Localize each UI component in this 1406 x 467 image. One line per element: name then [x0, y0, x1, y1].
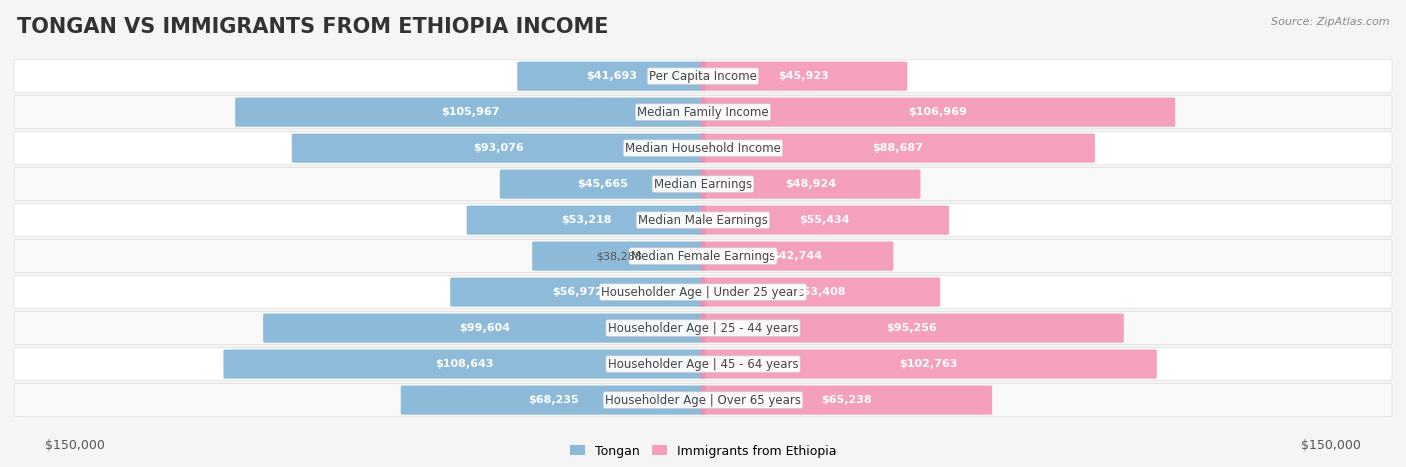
- Text: $53,218: $53,218: [561, 215, 612, 225]
- Text: Householder Age | 25 - 44 years: Householder Age | 25 - 44 years: [607, 322, 799, 334]
- Text: Per Capita Income: Per Capita Income: [650, 70, 756, 83]
- FancyBboxPatch shape: [700, 170, 921, 199]
- Text: Householder Age | Under 25 years: Householder Age | Under 25 years: [602, 286, 804, 298]
- Text: Householder Age | Over 65 years: Householder Age | Over 65 years: [605, 394, 801, 407]
- Text: $95,256: $95,256: [887, 323, 938, 333]
- Text: $45,923: $45,923: [779, 71, 830, 81]
- Text: Median Family Income: Median Family Income: [637, 106, 769, 119]
- FancyBboxPatch shape: [14, 311, 1392, 345]
- FancyBboxPatch shape: [700, 134, 1095, 163]
- FancyBboxPatch shape: [450, 277, 706, 307]
- FancyBboxPatch shape: [14, 132, 1392, 165]
- FancyBboxPatch shape: [14, 96, 1392, 129]
- FancyBboxPatch shape: [700, 277, 941, 307]
- Text: Householder Age | 45 - 64 years: Householder Age | 45 - 64 years: [607, 358, 799, 371]
- Text: $42,744: $42,744: [772, 251, 823, 261]
- FancyBboxPatch shape: [235, 98, 706, 127]
- Text: $48,924: $48,924: [785, 179, 837, 189]
- FancyBboxPatch shape: [700, 98, 1175, 127]
- FancyBboxPatch shape: [14, 168, 1392, 201]
- FancyBboxPatch shape: [14, 276, 1392, 309]
- FancyBboxPatch shape: [14, 240, 1392, 273]
- Text: Median Household Income: Median Household Income: [626, 142, 780, 155]
- FancyBboxPatch shape: [700, 241, 893, 271]
- Text: $65,238: $65,238: [821, 395, 872, 405]
- Text: $99,604: $99,604: [458, 323, 510, 333]
- Text: $108,643: $108,643: [436, 359, 494, 369]
- FancyBboxPatch shape: [14, 347, 1392, 381]
- FancyBboxPatch shape: [263, 313, 706, 343]
- Text: $41,693: $41,693: [586, 71, 637, 81]
- FancyBboxPatch shape: [533, 241, 706, 271]
- Text: $45,665: $45,665: [578, 179, 628, 189]
- Text: $38,288: $38,288: [596, 251, 643, 261]
- Text: Source: ZipAtlas.com: Source: ZipAtlas.com: [1271, 17, 1389, 27]
- Legend: Tongan, Immigrants from Ethiopia: Tongan, Immigrants from Ethiopia: [565, 439, 841, 463]
- Text: $105,967: $105,967: [441, 107, 499, 117]
- FancyBboxPatch shape: [467, 205, 706, 235]
- FancyBboxPatch shape: [499, 170, 706, 199]
- Text: Median Male Earnings: Median Male Earnings: [638, 213, 768, 226]
- Text: $102,763: $102,763: [900, 359, 957, 369]
- Text: $106,969: $106,969: [908, 107, 967, 117]
- FancyBboxPatch shape: [292, 134, 706, 163]
- FancyBboxPatch shape: [700, 349, 1157, 379]
- Text: Median Female Earnings: Median Female Earnings: [631, 249, 775, 262]
- Text: Median Earnings: Median Earnings: [654, 177, 752, 191]
- Text: $150,000: $150,000: [1302, 439, 1361, 452]
- Text: $56,972: $56,972: [553, 287, 603, 297]
- FancyBboxPatch shape: [700, 313, 1123, 343]
- FancyBboxPatch shape: [517, 62, 706, 91]
- FancyBboxPatch shape: [14, 383, 1392, 417]
- FancyBboxPatch shape: [401, 385, 706, 415]
- Text: $150,000: $150,000: [45, 439, 104, 452]
- Text: $93,076: $93,076: [474, 143, 524, 153]
- FancyBboxPatch shape: [700, 62, 907, 91]
- Text: $55,434: $55,434: [800, 215, 851, 225]
- Text: $88,687: $88,687: [872, 143, 922, 153]
- Text: $53,408: $53,408: [794, 287, 845, 297]
- FancyBboxPatch shape: [14, 204, 1392, 237]
- Text: $68,235: $68,235: [529, 395, 579, 405]
- FancyBboxPatch shape: [700, 385, 993, 415]
- Text: TONGAN VS IMMIGRANTS FROM ETHIOPIA INCOME: TONGAN VS IMMIGRANTS FROM ETHIOPIA INCOM…: [17, 17, 609, 36]
- FancyBboxPatch shape: [700, 205, 949, 235]
- FancyBboxPatch shape: [14, 59, 1392, 93]
- FancyBboxPatch shape: [224, 349, 706, 379]
